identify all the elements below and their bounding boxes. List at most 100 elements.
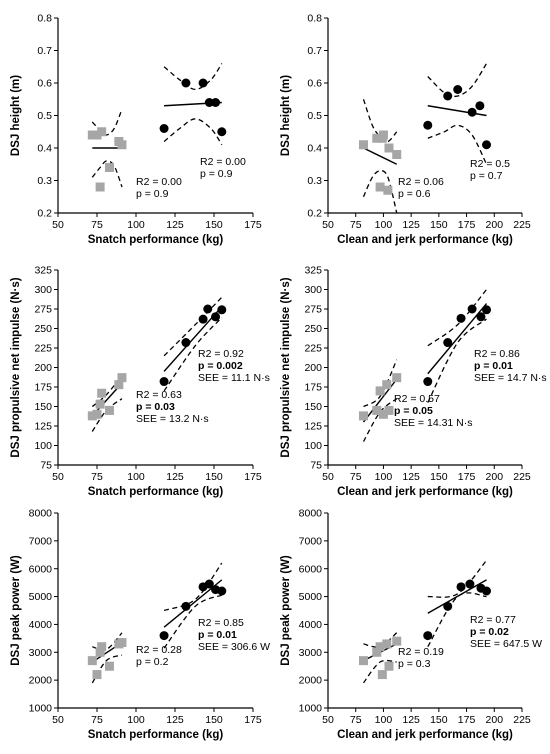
- regression-line: [427, 579, 487, 614]
- y-tick-label: 8000: [29, 508, 53, 520]
- x-tick-label: 150: [205, 219, 223, 231]
- y-tick-label: 0.7: [307, 45, 322, 57]
- x-tick-label: 175: [458, 219, 476, 231]
- y-tick-label: 0.3: [307, 175, 322, 187]
- y-tick-label: 100: [304, 440, 322, 452]
- data-point-circle: [204, 98, 214, 107]
- x-tick-label: 100: [375, 219, 393, 231]
- y-tick-label: 250: [34, 323, 52, 335]
- data-point-square: [384, 143, 394, 153]
- y-tick-label: 150: [34, 401, 52, 413]
- data-point-circle: [203, 304, 213, 314]
- data-point-circle: [204, 579, 214, 589]
- x-tick-label: 50: [322, 219, 334, 231]
- y-tick-label: 0.4: [307, 143, 322, 155]
- stat-annotation-line: SEE = 306.6 W: [198, 641, 270, 653]
- y-tick-label: 5000: [29, 591, 53, 603]
- x-tick-label: 75: [91, 219, 103, 231]
- data-point-circle: [423, 631, 433, 641]
- y-axis-label: DSJ propulsive net impulse (N·s): [10, 277, 22, 457]
- y-tick-label: 0.6: [307, 78, 322, 90]
- data-point-circle: [456, 313, 466, 323]
- x-tick-label: 75: [91, 471, 103, 483]
- data-point-circle: [217, 586, 227, 596]
- stat-annotation-line: p = 0.2: [136, 656, 169, 668]
- x-tick-label: 175: [458, 714, 476, 726]
- regression-line: [427, 303, 488, 375]
- x-tick-label: 50: [52, 714, 64, 726]
- ci-lower-curve: [91, 160, 123, 188]
- ci-upper-curve: [362, 99, 398, 143]
- stat-annotation-line: R2 = 0.06: [398, 176, 444, 188]
- ci-upper-curve: [427, 63, 488, 98]
- data-point-circle: [423, 120, 433, 130]
- data-point-square: [375, 642, 385, 652]
- data-point-square: [375, 182, 385, 192]
- x-tick-label: 225: [513, 471, 531, 483]
- stat-annotation-line: p = 0.9: [136, 188, 169, 200]
- stat-annotation-line: R2 = 0.57: [394, 393, 440, 405]
- ci-lower-curve: [362, 398, 398, 442]
- stat-annotation-line: SEE = 13.2 N·s: [136, 413, 209, 425]
- stat-annotation-line: R2 = 0.28: [136, 644, 182, 656]
- stat-annotation-line: p = 0.9: [200, 168, 233, 180]
- chart-panel-6: 1000 2000 3000 4000 5000 6000 7000 8000 50 75 100 1…: [280, 508, 542, 741]
- data-point-square: [87, 411, 97, 421]
- y-tick-label: 100: [34, 440, 52, 452]
- data-point-square: [104, 163, 114, 172]
- data-point-circle: [443, 601, 453, 611]
- series-circles: R2 = 0.00p = 0.9: [159, 63, 246, 180]
- data-point-square: [377, 670, 387, 680]
- data-point-circle: [198, 314, 208, 324]
- data-point-circle: [482, 586, 492, 596]
- data-point-circle: [181, 338, 191, 348]
- y-tick-label: 2000: [29, 675, 53, 687]
- ci-upper-curve: [92, 632, 123, 651]
- x-tick-label: 75: [91, 714, 103, 726]
- ci-lower-curve: [163, 594, 223, 649]
- x-tick-label: 75: [350, 219, 362, 231]
- data-point-circle: [482, 305, 492, 315]
- data-point-circle: [467, 107, 477, 117]
- x-tick-label: 150: [205, 714, 223, 726]
- x-tick-label: 150: [205, 471, 223, 483]
- data-point-square: [372, 647, 382, 657]
- ci-lower-curve: [362, 659, 397, 684]
- y-tick-label: 325: [304, 265, 322, 277]
- data-point-circle: [159, 377, 169, 387]
- y-tick-label: 0.2: [37, 208, 52, 220]
- data-point-square: [95, 647, 105, 657]
- y-axis-label: DSJ peak power (W): [10, 555, 22, 666]
- x-tick-label: 175: [244, 219, 262, 231]
- x-tick-label: 125: [402, 471, 420, 483]
- data-point-square: [97, 127, 107, 137]
- data-point-circle: [482, 140, 492, 150]
- y-tick-label: 4000: [29, 619, 53, 631]
- y-tick-label: 0.8: [307, 13, 322, 25]
- stat-annotation-line: p = 0.002: [198, 360, 243, 372]
- stat-annotation-line: p = 0.3: [398, 658, 431, 670]
- x-axis-label: Clean and jerk performance (kg): [337, 729, 513, 741]
- y-tick-label: 225: [34, 343, 52, 355]
- chart-panel-2: 0.2 0.3 0.4 0.5 0.6 0.7 0.8 50 75 100 125 150 175 200…: [280, 13, 531, 246]
- x-axis-label: Snatch performance (kg): [88, 234, 224, 246]
- data-point-square: [92, 670, 102, 680]
- regression-line: [427, 105, 487, 117]
- data-point-square: [384, 405, 394, 415]
- x-tick-label: 125: [166, 471, 184, 483]
- stat-annotation-line: SEE = 647.5 W: [470, 638, 542, 650]
- data-point-square: [358, 411, 368, 421]
- data-point-circle: [181, 601, 191, 611]
- x-tick-label: 100: [127, 714, 145, 726]
- stat-annotation-line: p = 0.01: [474, 360, 513, 372]
- y-tick-label: 1000: [299, 703, 323, 715]
- y-tick-label: 175: [34, 382, 52, 394]
- data-point-square: [383, 185, 393, 195]
- data-point-circle: [159, 124, 169, 133]
